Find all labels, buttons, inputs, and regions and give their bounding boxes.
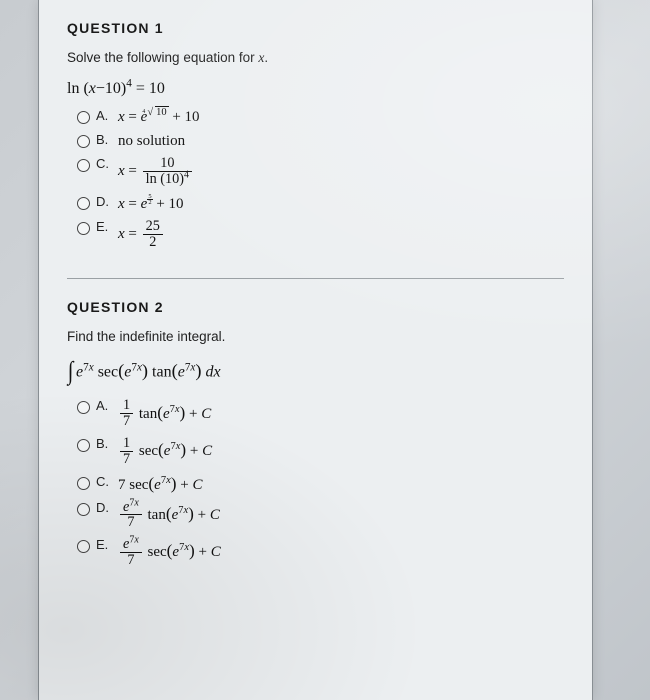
q1-choice-e-label: E. [96, 219, 112, 234]
q2-choice-c[interactable]: C. 7 sec(e7x) + C [77, 474, 564, 494]
radio-icon[interactable] [77, 503, 90, 516]
q1-choices: A. x = e4√10 + 10 B. no solution C. x = … [77, 108, 564, 250]
q1-choice-d-math: x = e52 + 10 [118, 196, 184, 212]
q1-prompt-prefix: Solve the following equation for [67, 50, 258, 65]
radio-icon[interactable] [77, 222, 90, 235]
q2-choice-a-label: A. [96, 398, 112, 413]
q2-choice-e-label: E. [96, 537, 112, 552]
q1-choice-b[interactable]: B. no solution [77, 132, 564, 150]
q1-choice-a-label: A. [96, 108, 112, 123]
radio-icon[interactable] [77, 135, 90, 148]
q1-choice-d[interactable]: D. x = e52 + 10 [77, 194, 564, 213]
q1-choice-e[interactable]: E. x = 252 [77, 219, 564, 251]
q2-choice-d-math: e7x7 tan(e7x) + C [118, 507, 220, 523]
q2-choice-e[interactable]: E. e7x7 sec(e7x) + C [77, 537, 564, 569]
radio-icon[interactable] [77, 111, 90, 124]
quiz-page: QUESTION 1 Solve the following equation … [38, 0, 593, 700]
q1-choice-b-math: no solution [118, 133, 185, 149]
q2-choice-b[interactable]: B. 17 sec(e7x) + C [77, 436, 564, 468]
question-1-prompt: Solve the following equation for x. [67, 50, 564, 66]
radio-icon[interactable] [77, 197, 90, 210]
q2-choice-d-label: D. [96, 500, 112, 515]
question-2-prompt: Find the indefinite integral. [67, 329, 564, 344]
q2-choice-d[interactable]: D. e7x7 tan(e7x) + C [77, 500, 564, 532]
q1-choice-a[interactable]: A. x = e4√10 + 10 [77, 108, 564, 126]
radio-icon[interactable] [77, 159, 90, 172]
question-1: QUESTION 1 Solve the following equation … [67, 20, 564, 250]
q2-choice-b-label: B. [96, 436, 112, 451]
question-2-heading: QUESTION 2 [67, 299, 564, 315]
separator [67, 278, 564, 279]
q2-choice-c-label: C. [96, 474, 112, 489]
q2-choice-b-math: 17 sec(e7x) + C [118, 443, 212, 459]
q2-choice-e-math: e7x7 sec(e7x) + C [118, 544, 221, 560]
radio-icon[interactable] [77, 439, 90, 452]
q1-choice-d-label: D. [96, 194, 112, 209]
q2-choice-a-math: 17 tan(e7x) + C [118, 406, 211, 422]
q1-choice-b-label: B. [96, 132, 112, 147]
q1-choice-c[interactable]: C. x = 10ln (10)4 [77, 156, 564, 188]
q2-choices: A. 17 tan(e7x) + C B. 17 sec(e7x) + C C.… [77, 398, 564, 569]
question-2: QUESTION 2 Find the indefinite integral.… [67, 299, 564, 569]
q1-choice-e-math: x = 252 [118, 226, 165, 242]
radio-icon[interactable] [77, 401, 90, 414]
q1-equation: ln (x−10)4 = 10 [67, 80, 564, 98]
q1-prompt-suffix: . [264, 50, 268, 65]
q2-choice-a[interactable]: A. 17 tan(e7x) + C [77, 398, 564, 430]
q1-choice-a-math: x = e4√10 + 10 [118, 109, 200, 125]
q1-choice-c-math: x = 10ln (10)4 [118, 163, 194, 179]
question-1-heading: QUESTION 1 [67, 20, 564, 36]
radio-icon[interactable] [77, 477, 90, 490]
q2-choice-c-math: 7 sec(e7x) + C [118, 477, 202, 493]
radio-icon[interactable] [77, 540, 90, 553]
q2-integral: ∫ e7x sec(e7x) tan(e7x) dx [67, 358, 564, 388]
q1-choice-c-label: C. [96, 156, 112, 171]
